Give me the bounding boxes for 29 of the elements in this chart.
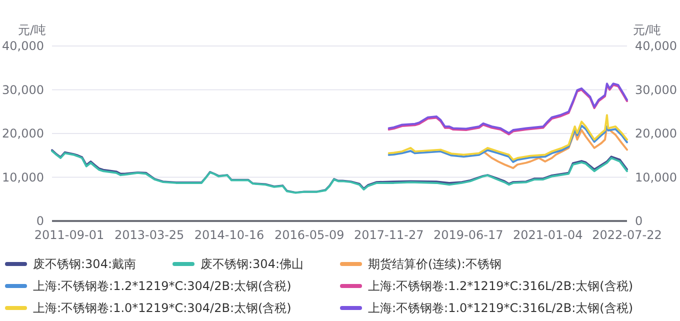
line-series xyxy=(388,124,628,163)
x-tick-label: 2014-10-16 xyxy=(194,228,264,242)
x-tick-label: 2017-11-27 xyxy=(354,228,424,242)
legend-label: 上海:不锈钢卷:1.0*1219*C:316L/2B:太钢(含税) xyxy=(368,301,634,316)
legend-label: 废不锈钢:304:戴南 xyxy=(33,257,136,272)
legend-label: 上海:不锈钢卷:1.0*1219*C:304/2B:太钢(含税) xyxy=(33,301,292,316)
line-series xyxy=(388,114,628,161)
x-tick-label: 2022-07-22 xyxy=(592,228,662,242)
legend-label: 上海:不锈钢卷:1.2*1219*C:304/2B:太钢(含税) xyxy=(33,279,292,294)
y-axis-title: 元/吨 xyxy=(18,23,46,37)
y-tick-label: 0 xyxy=(36,214,44,228)
y-tick-label: 20,000 xyxy=(2,126,44,141)
y-tick-label: 10,000 xyxy=(2,170,44,184)
legend-label: 废不锈钢:304:佛山 xyxy=(200,257,304,272)
legend-label: 上海:不锈钢卷:1.2*1219*C:316L/2B:太钢(含税) xyxy=(368,279,634,294)
y-tick-label: 30,000 xyxy=(2,82,44,97)
legend-label: 期货结算价(连续):不锈钢 xyxy=(368,257,502,272)
x-tick-label: 2016-05-09 xyxy=(274,228,344,242)
y2-axis-title: 元/吨 xyxy=(632,23,662,37)
y2-tick-label: 10,000 xyxy=(635,170,677,184)
y2-tick-label: 20,000 xyxy=(635,126,677,141)
x-tick-label: 2013-03-25 xyxy=(114,228,184,242)
x-tick-label: 2011-09-01 xyxy=(34,228,104,242)
y2-tick-label: 40,000 xyxy=(635,39,677,54)
y-tick-label: 40,000 xyxy=(2,39,44,54)
y2-tick-label: 30,000 xyxy=(635,82,677,97)
y2-tick-label: 0 xyxy=(635,214,643,228)
x-tick-label: 2021-01-04 xyxy=(513,228,583,242)
x-tick-label: 2019-06-17 xyxy=(434,228,504,242)
